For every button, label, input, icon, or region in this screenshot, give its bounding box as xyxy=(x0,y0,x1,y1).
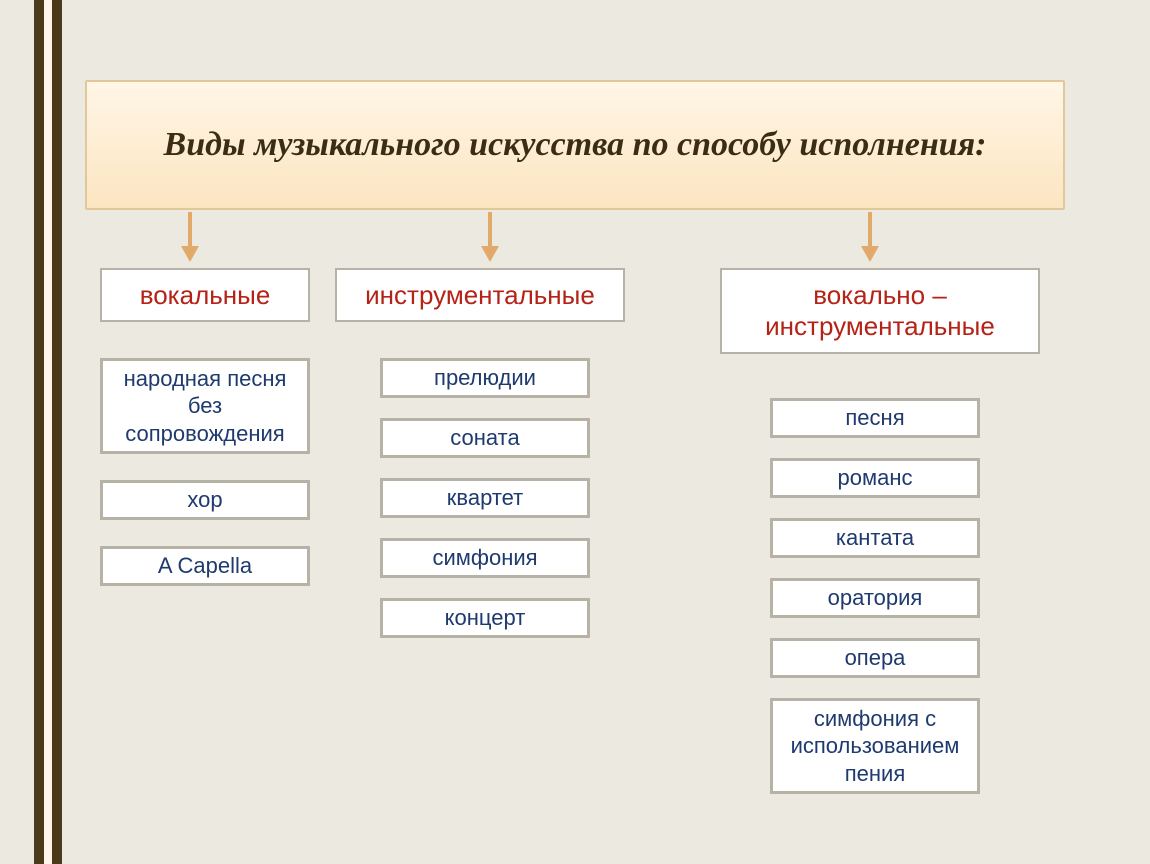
item-label: оратория xyxy=(828,584,923,612)
item-label: симфония с использованием пения xyxy=(781,705,969,788)
title-text: Виды музыкального искусства по способу и… xyxy=(164,123,987,167)
item-box-0-2: A Capella xyxy=(100,546,310,586)
vbar-light-mid xyxy=(44,0,52,864)
item-box-0-0: народная песня без сопровождения xyxy=(100,358,310,454)
title-box: Виды музыкального искусства по способу и… xyxy=(85,80,1065,210)
item-label: народная песня без сопровождения xyxy=(111,365,299,448)
item-box-1-4: концерт xyxy=(380,598,590,638)
item-label: соната xyxy=(450,424,519,452)
vbar-dark-right xyxy=(52,0,62,864)
item-label: песня xyxy=(845,404,904,432)
item-label: квартет xyxy=(447,484,523,512)
category-box-0: вокальные xyxy=(100,268,310,322)
category-box-1: инструментальные xyxy=(335,268,625,322)
category-box-2: вокально – инструментальные xyxy=(720,268,1040,354)
category-label: инструментальные xyxy=(365,280,595,311)
item-box-1-3: симфония xyxy=(380,538,590,578)
item-box-0-1: хор xyxy=(100,480,310,520)
item-label: прелюдии xyxy=(434,364,536,392)
item-box-2-1: романс xyxy=(770,458,980,498)
category-label: вокально – инструментальные xyxy=(734,280,1026,342)
item-label: романс xyxy=(838,464,913,492)
item-box-2-0: песня xyxy=(770,398,980,438)
item-label: кантата xyxy=(836,524,914,552)
arrow-shaft xyxy=(488,212,492,248)
vbar-dark-left xyxy=(34,0,44,864)
arrow-shaft xyxy=(188,212,192,248)
arrow-head-icon xyxy=(861,246,879,262)
arrow-head-icon xyxy=(181,246,199,262)
item-box-1-1: соната xyxy=(380,418,590,458)
item-box-2-2: кантата xyxy=(770,518,980,558)
arrow-head-icon xyxy=(481,246,499,262)
item-label: симфония xyxy=(432,544,537,572)
item-label: концерт xyxy=(445,604,526,632)
item-label: опера xyxy=(845,644,906,672)
category-label: вокальные xyxy=(140,280,271,311)
item-box-1-0: прелюдии xyxy=(380,358,590,398)
item-box-2-4: опера xyxy=(770,638,980,678)
item-label: хор xyxy=(187,486,222,514)
item-label: A Capella xyxy=(158,552,252,580)
item-box-2-3: оратория xyxy=(770,578,980,618)
item-box-1-2: квартет xyxy=(380,478,590,518)
arrow-shaft xyxy=(868,212,872,248)
item-box-2-5: симфония с использованием пения xyxy=(770,698,980,794)
